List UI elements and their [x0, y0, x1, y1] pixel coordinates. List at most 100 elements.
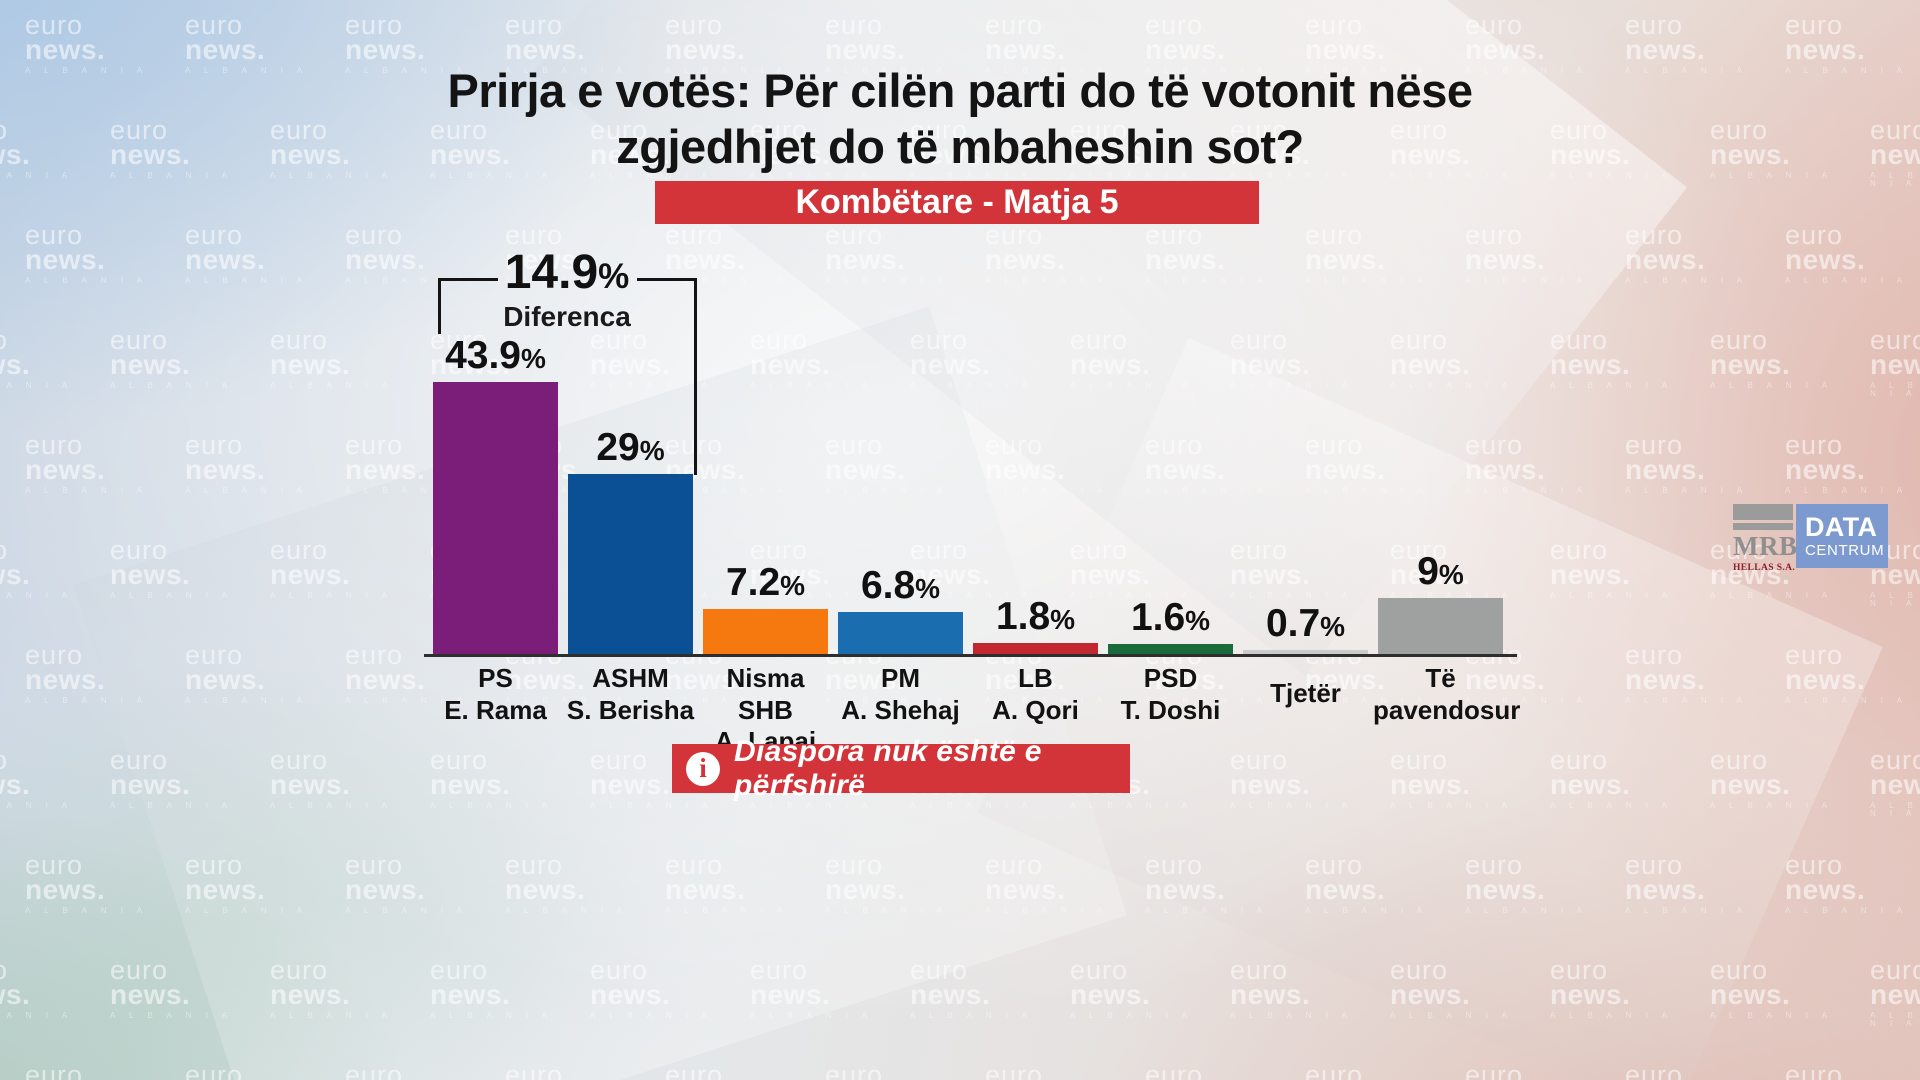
category-label: PS E. Rama: [444, 663, 547, 725]
bar-column: 0.7%: [1238, 604, 1373, 654]
category-label: PSD T. Doshi: [1120, 663, 1221, 725]
difference-bracket-left-horizontal: [438, 278, 498, 281]
info-icon: i: [686, 751, 720, 786]
bar-column: 1.6%: [1103, 598, 1238, 654]
difference-value: 14.9%: [505, 249, 630, 297]
mrb-logo-subtitle: HELLAS S.A.: [1733, 563, 1796, 573]
difference-bracket-left-vertical: [438, 278, 441, 334]
bar: [1378, 598, 1503, 654]
category-label: PM A. Shehaj: [841, 663, 960, 725]
bar-chart: 43.9% 29% 7.2% 6.8% 1.8% 1.6% 0.7% 9%: [428, 0, 1508, 654]
bar-value-label: 0.7%: [1265, 601, 1346, 645]
x-axis-line: [424, 654, 1517, 657]
bar: [1108, 644, 1233, 654]
bar-column: 1.8%: [968, 597, 1103, 654]
mrb-hellas-logo: MRB HELLAS S.A.: [1733, 504, 1798, 573]
difference-digits: 14.9: [504, 246, 599, 299]
bar-column: 9%: [1373, 552, 1508, 654]
mrb-logo-name: MRB: [1733, 531, 1798, 561]
bar: [568, 474, 693, 654]
bar-column: 29%: [563, 428, 698, 654]
mrb-logo-square: [1733, 504, 1793, 520]
category-labels: PS E. Rama ASHM S. Berisha Nisma SHB A. Lapaj P…: [428, 663, 1521, 758]
bar-value-label: 43.9%: [445, 333, 546, 377]
bar-value-label: 29%: [596, 426, 665, 470]
bar-column: 43.9%: [428, 336, 563, 654]
category-label: LB A. Qori: [992, 663, 1079, 725]
bar-value-label: 6.8%: [860, 563, 941, 607]
data-centrum-logo: DATA CENTRUM: [1796, 504, 1888, 568]
title-line-2: zgjedhjet do të mbaheshin sot?: [616, 119, 1304, 173]
bar-column: 6.8%: [833, 566, 968, 654]
difference-bracket-right-vertical: [694, 278, 697, 475]
difference-percent-sign: %: [598, 257, 630, 296]
bar-value-label: 1.8%: [995, 594, 1076, 638]
title-line-1: Prirja e votës: Për cilën parti do të vo…: [447, 64, 1473, 118]
mrb-logo-bar: [1733, 523, 1793, 530]
difference-bracket-right-horizontal: [637, 278, 697, 281]
note-text: Diaspora nuk është e përfshirë: [734, 734, 1042, 802]
category-label: ASHM S. Berisha: [566, 663, 695, 725]
category-label: Tjetër: [1270, 678, 1341, 708]
difference-label: Diferenca: [503, 301, 631, 332]
data-centrum-line2: CENTRUM: [1805, 542, 1885, 559]
category-label: Të pavendosur: [1373, 663, 1521, 725]
survey-wave-banner: Kombëtare - Matja 5: [655, 181, 1259, 224]
bar-value-label: 9%: [1417, 550, 1464, 594]
